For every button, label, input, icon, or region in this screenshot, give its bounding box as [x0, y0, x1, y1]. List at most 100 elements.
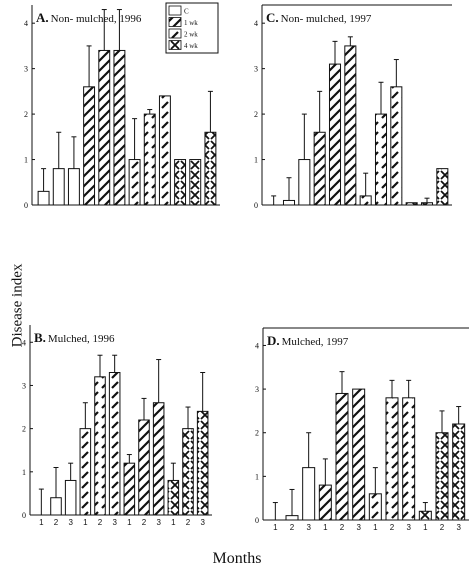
- y-tick-label: 0: [24, 201, 28, 210]
- month-tick-label: 3: [406, 523, 411, 532]
- bar: [436, 168, 449, 206]
- panel-letter: D.: [267, 333, 280, 348]
- y-tick-label: 4: [255, 341, 259, 350]
- month-tick-label: 1: [373, 523, 378, 532]
- bar: [158, 95, 171, 206]
- month-tick-label: 3: [356, 523, 361, 532]
- y-tick-label: 2: [22, 425, 26, 434]
- panel-title: B. Mulched, 1996: [34, 330, 115, 345]
- legend-label: C: [184, 8, 189, 16]
- panel-title: C. Non- mulched, 1997: [266, 10, 372, 25]
- bar: [196, 410, 209, 516]
- month-tick-label: 3: [156, 518, 161, 527]
- bar: [37, 190, 50, 206]
- month-tick-label: 2: [142, 518, 147, 527]
- month-tick-label: 1: [273, 523, 278, 532]
- y-tick-label: 1: [254, 156, 258, 165]
- panel-title-text: Non- mulched, 1996: [51, 13, 142, 25]
- bar: [368, 493, 382, 521]
- month-tick-label: 1: [39, 518, 44, 527]
- bar: [204, 131, 217, 206]
- x-axis-title: Months: [212, 550, 262, 567]
- month-tick-label: 1: [83, 518, 88, 527]
- y-tick-label: 3: [22, 381, 26, 390]
- bar: [420, 202, 434, 206]
- panel-1: 0 1 2 3 4 A. Non- mulched, 1996: [24, 5, 220, 210]
- bar: [285, 515, 299, 521]
- bar: [128, 159, 141, 206]
- y-tick-label: 2: [24, 110, 28, 119]
- bar: [313, 131, 326, 206]
- bar: [79, 428, 92, 516]
- bar: [298, 159, 311, 206]
- month-tick-label: 2: [440, 523, 445, 532]
- bar: [335, 392, 349, 521]
- legend-swatch: [168, 17, 182, 27]
- bar: [143, 113, 156, 206]
- bar: [302, 467, 316, 521]
- y-tick-label: 4: [24, 19, 28, 28]
- bar: [344, 45, 357, 206]
- panel-letter: C.: [266, 10, 279, 25]
- bar: [113, 49, 126, 206]
- y-tick-label: 0: [255, 516, 259, 525]
- legend-swatch: [168, 5, 182, 16]
- y-tick-label: 3: [255, 385, 259, 394]
- legend-label: 4 wk: [184, 42, 198, 50]
- bar: [418, 510, 432, 521]
- bar: [94, 376, 106, 516]
- panel-title-text: Non- mulched, 1997: [281, 13, 372, 25]
- y-tick-label: 1: [255, 472, 259, 481]
- panel-2: 0 1 2 3 4 C. Non- mulched, 1997: [254, 4, 452, 210]
- month-tick-label: 2: [390, 523, 395, 532]
- y-axis-title: Disease index: [9, 263, 26, 347]
- panel-4: 0 1 2 3 4 1 2 3 1 2 3 1 2 3 1 2 3 D. Mulched, 1997: [255, 327, 469, 532]
- bar: [318, 484, 332, 521]
- bar: [182, 428, 194, 516]
- month-tick-label: 2: [340, 523, 345, 532]
- month-tick-label: 1: [423, 523, 428, 532]
- legend-swatch: [168, 28, 182, 39]
- month-tick-label: 2: [186, 518, 191, 527]
- y-tick-label: 0: [254, 201, 258, 210]
- panel-letter: B.: [34, 330, 46, 345]
- bar: [189, 159, 202, 206]
- bar: [83, 86, 96, 206]
- bar: [67, 168, 80, 206]
- y-tick-label: 3: [24, 65, 28, 74]
- month-tick-label: 3: [200, 518, 205, 527]
- bar: [452, 423, 466, 521]
- bar: [374, 113, 388, 206]
- bar: [385, 397, 399, 521]
- legend-label: 2 wk: [184, 31, 198, 39]
- bar: [98, 49, 111, 206]
- y-tick-label: 0: [22, 511, 26, 520]
- bar: [152, 402, 165, 516]
- bar: [52, 168, 65, 206]
- bar: [167, 479, 180, 516]
- bar: [328, 63, 342, 206]
- bar: [64, 479, 77, 516]
- bar: [405, 202, 418, 206]
- bar: [352, 388, 366, 521]
- y-tick-label: 2: [254, 110, 258, 119]
- month-tick-label: 2: [54, 518, 59, 527]
- bar: [174, 159, 187, 206]
- y-tick-label: 3: [254, 65, 258, 74]
- bar: [138, 419, 150, 516]
- bar: [402, 397, 416, 521]
- month-tick-label: 3: [456, 523, 461, 532]
- panel-title-text: Mulched, 1996: [48, 333, 115, 345]
- bar: [390, 86, 403, 206]
- bar: [108, 372, 121, 516]
- bar: [359, 195, 372, 206]
- y-tick-label: 1: [24, 156, 28, 165]
- month-tick-label: 3: [112, 518, 117, 527]
- bar: [123, 462, 136, 516]
- month-tick-label: 1: [127, 518, 132, 527]
- legend-label: 1 wk: [184, 19, 198, 27]
- bar: [50, 497, 62, 516]
- month-tick-label: 1: [171, 518, 176, 527]
